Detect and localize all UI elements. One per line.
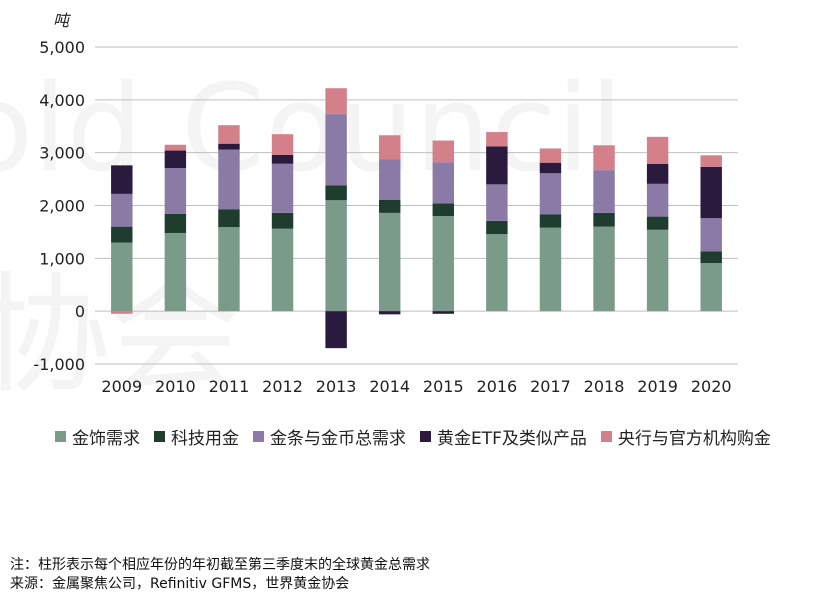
x-tick-label: 2018 <box>584 377 625 396</box>
bar-segment <box>646 183 669 217</box>
bar-segment <box>378 159 401 200</box>
bar-segment <box>700 251 722 264</box>
bar-segment <box>111 242 133 312</box>
bar-segment <box>325 311 347 349</box>
bar-segment <box>111 311 133 314</box>
bar-segment <box>486 220 508 235</box>
legend-label: 央行与官方机构购金 <box>617 429 771 449</box>
bar-segment <box>486 132 508 147</box>
bar-segment <box>486 234 508 312</box>
x-tick-label: 2013 <box>316 377 357 396</box>
bar-segment <box>646 216 669 230</box>
bar-segment <box>432 140 455 163</box>
bar-segment <box>539 148 562 163</box>
x-tick-label: 2015 <box>423 377 464 396</box>
bar-segment <box>700 166 722 219</box>
legend-swatch <box>154 431 165 442</box>
bar-segment <box>271 134 294 155</box>
bar-segment <box>700 218 722 252</box>
x-tick-label: 2019 <box>637 377 678 396</box>
legend-item: 金饰需求 <box>55 424 140 449</box>
bar-segment <box>539 214 562 228</box>
bar-segment <box>432 216 455 312</box>
bar-segment <box>700 155 722 167</box>
legend-item: 金条与金币总需求 <box>253 424 406 449</box>
bar-segment <box>539 173 562 215</box>
legend-swatch <box>55 431 66 442</box>
bar-segment <box>164 144 187 151</box>
x-tick-label: 2017 <box>530 377 571 396</box>
y-tick-label: 1,000 <box>39 249 85 268</box>
x-tick-label: 2014 <box>369 377 410 396</box>
bar-segment <box>111 165 133 194</box>
y-tick-label: -1,000 <box>33 355 85 374</box>
bar-segment <box>593 145 615 171</box>
bar-segment <box>325 114 347 186</box>
y-tick-label: 2,000 <box>39 197 85 216</box>
bar-segment <box>164 232 187 312</box>
y-tick-label: 4,000 <box>39 91 85 110</box>
bar-segment <box>325 185 347 201</box>
bar-segment <box>271 228 294 312</box>
y-tick-label: 0 <box>75 302 85 321</box>
bar-segment <box>646 136 669 164</box>
legend-label: 黄金ETF及类似产品 <box>437 429 587 449</box>
bar-segment <box>593 212 615 227</box>
bar-segment <box>646 163 669 184</box>
bar-segment <box>646 229 669 312</box>
y-tick-label: 3,000 <box>39 144 85 163</box>
legend-label: 金饰需求 <box>72 429 140 449</box>
legend-swatch <box>253 431 264 442</box>
x-tick-label: 2020 <box>691 377 732 396</box>
bar-segment <box>432 203 455 217</box>
bar-segment <box>218 143 240 150</box>
x-tick-label: 2010 <box>155 377 196 396</box>
legend-item: 央行与官方机构购金 <box>600 424 771 449</box>
legend-label: 金条与金币总需求 <box>270 429 406 449</box>
bar-segment <box>486 184 508 221</box>
bar-segment <box>164 167 187 214</box>
bar-segment <box>164 150 187 168</box>
chart-notes: 注：柱形表示每个相应年份的年初截至第三季度末的全球黄金总需求 来源：金属聚焦公司… <box>10 556 430 594</box>
legend-swatch <box>420 431 431 442</box>
bar-segment <box>432 311 455 314</box>
unit-label: 吨 <box>53 11 72 30</box>
legend-item: 科技用金 <box>154 424 239 449</box>
bar-segment <box>486 146 508 185</box>
bar-segment <box>539 162 562 174</box>
bar-segment <box>271 154 294 164</box>
x-tick-label: 2009 <box>101 377 142 396</box>
bar-segment <box>271 163 294 213</box>
bar-segment <box>539 227 562 312</box>
bar-segment <box>218 149 240 210</box>
note-line: 注：柱形表示每个相应年份的年初截至第三季度末的全球黄金总需求 <box>10 557 430 573</box>
bar-segment <box>378 135 401 160</box>
bar-segment <box>164 213 187 233</box>
chart-legend: 金饰需求 科技用金 金条与金币总需求 黄金ETF及类似产品 央行与官方机构购金 <box>55 424 785 449</box>
y-tick-label: 5,000 <box>39 38 85 57</box>
bar-segment <box>378 199 401 213</box>
legend-swatch <box>600 431 612 442</box>
legend-item: 黄金ETF及类似产品 <box>420 424 587 449</box>
stacked-bar-chart: 吨 -1,000 0 1,000 2,000 3,000 4,000 5,000 2009 2… <box>33 11 738 396</box>
bar-segment <box>593 226 615 312</box>
x-tick-label: 2012 <box>262 377 303 396</box>
x-tick-label: 2016 <box>477 377 518 396</box>
x-tick-label: 2011 <box>209 377 250 396</box>
bar-segment <box>432 162 455 204</box>
bar-segment <box>378 311 401 315</box>
bar-segment <box>218 227 240 312</box>
bar-segment <box>218 209 240 228</box>
bar-segment <box>111 193 133 227</box>
bar-segment <box>111 226 133 243</box>
bar-segment <box>218 125 240 144</box>
legend-label: 科技用金 <box>171 429 239 449</box>
bar-segment <box>700 263 722 312</box>
bar-segment <box>593 170 615 213</box>
source-line: 来源：金属聚焦公司，Refinitiv GFMS，世界黄金协会 <box>10 576 350 592</box>
bar-segment <box>325 200 347 312</box>
bar-segment <box>271 212 294 229</box>
bar-segment <box>325 88 347 115</box>
bar-segment <box>378 212 401 312</box>
